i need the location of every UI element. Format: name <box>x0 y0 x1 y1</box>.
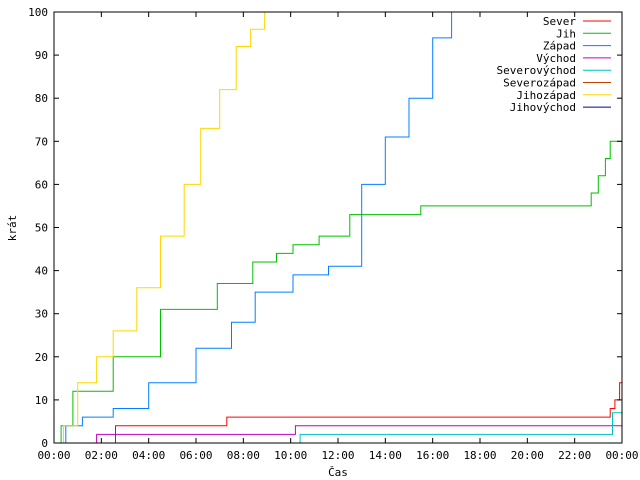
x-tick-label: 00:00 <box>37 449 70 462</box>
series-line-jihozápad <box>54 11 622 444</box>
x-axis-title: Čas <box>328 466 348 479</box>
y-tick-label: 90 <box>35 49 48 62</box>
x-tick-label: 14:00 <box>369 449 402 462</box>
y-tick-label: 20 <box>35 351 48 364</box>
y-tick-label: 100 <box>28 6 48 19</box>
legend-label: Východ <box>536 52 576 65</box>
series-line-jih <box>54 140 622 444</box>
x-tick-label: 12:00 <box>321 449 354 462</box>
y-tick-label: 40 <box>35 265 48 278</box>
x-tick-label: 10:00 <box>274 449 307 462</box>
legend-label: Jihovýchod <box>510 101 576 114</box>
y-tick-label: 70 <box>35 135 48 148</box>
x-tick-label: 06:00 <box>179 449 212 462</box>
legend: SeverJihZápadVýchodSeverovýchodSeverozáp… <box>497 15 611 114</box>
y-axis-title: krát <box>6 215 19 242</box>
x-tick-label: 02:00 <box>85 449 118 462</box>
x-tick-label: 00:00 <box>605 449 638 462</box>
legend-label: Severovýchod <box>497 64 576 77</box>
x-tick-label: 16:00 <box>416 449 449 462</box>
series-line-západ <box>54 11 622 444</box>
y-tick-label: 0 <box>41 437 48 450</box>
legend-label: Severozápad <box>503 77 576 90</box>
x-tick-label: 08:00 <box>227 449 260 462</box>
y-tick-label: 60 <box>35 178 48 191</box>
legend-label: Jih <box>556 27 576 40</box>
x-tick-label: 18:00 <box>463 449 496 462</box>
y-tick-label: 30 <box>35 308 48 321</box>
ticks-layer: 00:00 02:00 04:00 06:00 08:00 10:00 12:00 14:00… <box>28 6 638 462</box>
x-tick-label: 22:00 <box>558 449 591 462</box>
legend-label: Jihozápad <box>516 89 576 102</box>
legend-label: Sever <box>543 15 576 28</box>
y-tick-label: 10 <box>35 394 48 407</box>
y-tick-label: 80 <box>35 92 48 105</box>
legend-label: Západ <box>543 40 576 53</box>
y-tick-label: 50 <box>35 222 48 235</box>
x-tick-label: 20:00 <box>511 449 544 462</box>
x-tick-label: 04:00 <box>132 449 165 462</box>
